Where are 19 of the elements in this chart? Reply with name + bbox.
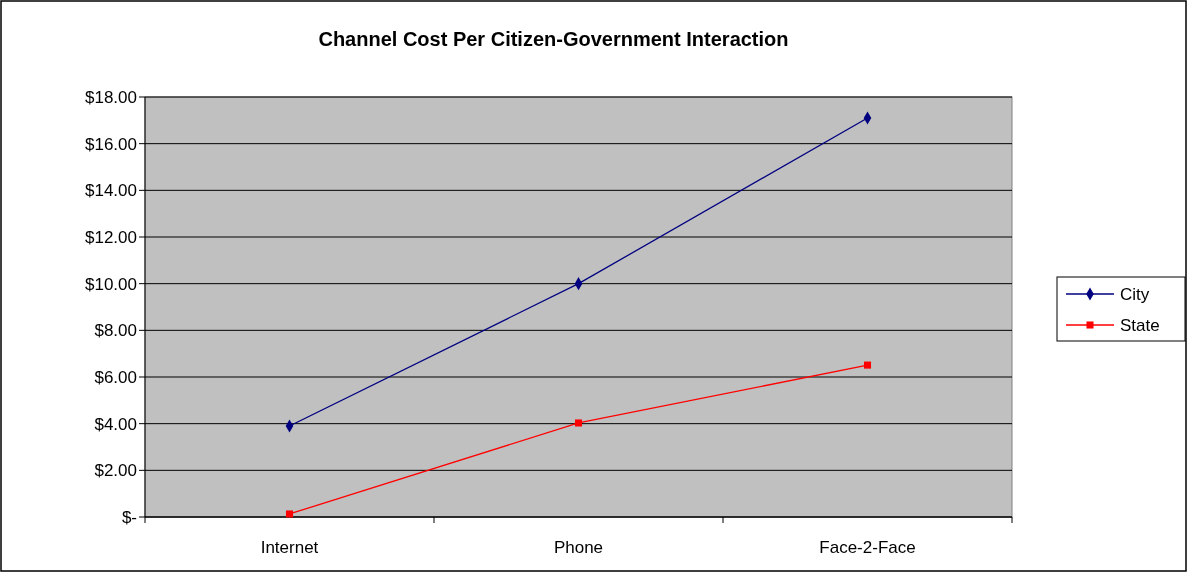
x-tick-label: Phone <box>553 538 604 557</box>
y-tick-label: $14.00 <box>85 181 137 201</box>
y-tick-label: $6.00 <box>94 367 137 387</box>
y-tick-label: $18.00 <box>85 87 137 107</box>
y-tick-label: $16.00 <box>85 134 137 154</box>
y-tick-label: $4.00 <box>94 414 137 434</box>
y-tick-label: $- <box>121 507 137 527</box>
legend-label: City <box>1120 284 1150 304</box>
chart-title: Channel Cost Per Citizen-Government Interaction <box>318 28 789 50</box>
y-tick-label: $2.00 <box>94 461 137 481</box>
point <box>863 361 872 369</box>
y-tick-label: $8.00 <box>94 321 137 341</box>
x-tick-label: Internet <box>260 538 319 557</box>
legend-label: State <box>1120 315 1160 335</box>
x-tick-label: Face-2-Face <box>819 538 916 557</box>
y-tick-label: $10.00 <box>85 274 137 294</box>
y-tick-label: $12.00 <box>85 227 137 247</box>
point <box>574 419 583 427</box>
point <box>285 510 294 518</box>
